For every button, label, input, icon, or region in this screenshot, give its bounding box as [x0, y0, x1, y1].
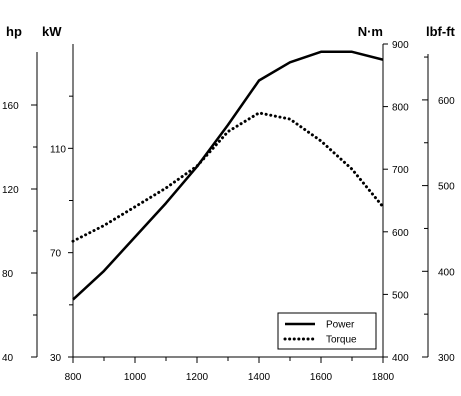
legend: Power Torque — [277, 312, 377, 350]
rpm-tick-label: 800 — [65, 372, 82, 383]
unit-label-kw: kW — [42, 24, 62, 39]
legend-label-power: Power — [326, 320, 355, 331]
nm-tick-label: 900 — [392, 40, 409, 51]
rpm-tick-label: 1800 — [372, 372, 395, 383]
rpm-tick-label: 1200 — [186, 372, 209, 383]
nm-tick-label: 800 — [392, 103, 409, 114]
legend-box — [277, 312, 377, 350]
nm-tick-label: 600 — [392, 228, 409, 239]
lbfft-tick-label: 300 — [438, 353, 455, 364]
rpm-tick-label: 1600 — [310, 372, 333, 383]
nm-tick-label: 500 — [392, 290, 409, 301]
nm-tick-label: 400 — [392, 353, 409, 364]
kw-tick-label: 70 — [50, 249, 62, 260]
unit-label-nm: N·m — [358, 24, 383, 39]
lbfft-tick-label: 600 — [438, 96, 455, 107]
hp-tick-label: 80 — [2, 269, 14, 280]
series-power-line — [72, 50, 384, 301]
hp-tick-label: 120 — [2, 185, 19, 196]
kw-tick-label: 110 — [50, 144, 66, 155]
series — [71, 50, 385, 301]
legend-label-torque: Torque — [326, 335, 357, 346]
rpm-tick-label: 1000 — [124, 372, 147, 383]
kw-tick-label: 30 — [50, 353, 62, 364]
hp-tick-label: 160 — [2, 101, 19, 112]
series-torque-line — [71, 111, 385, 243]
axes: hp kW N·m lbf-ft 40 80 120 160 30 70 110 400 500 600 7… — [2, 24, 456, 383]
nm-tick-label: 700 — [392, 165, 409, 176]
unit-label-hp: hp — [6, 24, 22, 39]
hp-tick-label: 40 — [2, 353, 14, 364]
lbfft-tick-label: 500 — [438, 182, 455, 193]
rpm-tick-label: 1400 — [248, 372, 271, 383]
unit-label-lbfft: lbf-ft — [426, 24, 456, 39]
lbfft-tick-label: 400 — [438, 267, 455, 278]
